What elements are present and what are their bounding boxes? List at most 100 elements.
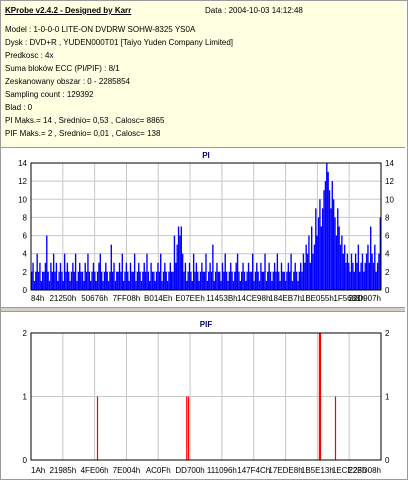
pi-bar (120, 271, 122, 290)
pi-bar (327, 172, 329, 290)
x-tick-label: 111096h (207, 466, 237, 475)
pi-bar (149, 280, 151, 290)
pi-bar (301, 271, 303, 290)
pi-bar (359, 271, 361, 290)
pi-bar (179, 235, 181, 290)
pi-bar (258, 280, 261, 290)
pi-bar (52, 253, 55, 290)
pi-bar (116, 271, 118, 290)
pi-bar (221, 262, 224, 290)
pif-chart-panel: PIF 0 0 1 1 2 2 1Ah 21985h 4FE06h 7E004h AC0Fh DD700… (1, 312, 405, 478)
pi-bar (173, 235, 176, 290)
pi-bar (353, 271, 355, 290)
pi-bar (118, 262, 121, 290)
y-tick-label-left: 0 (23, 286, 28, 295)
pi-bar (105, 262, 107, 290)
pi-bar (241, 271, 243, 290)
pi-bar (320, 226, 322, 290)
pi-bar (33, 280, 36, 290)
pi-bar (66, 262, 69, 290)
pi-bar (332, 199, 335, 290)
pi-bar (125, 262, 128, 290)
pi-bar (268, 262, 270, 290)
chart-separator (1, 307, 405, 312)
pi-bar (103, 271, 106, 290)
pi-bar (131, 271, 133, 290)
pi-bar (205, 253, 207, 290)
pi-bar (58, 271, 60, 290)
pi-bar (290, 253, 292, 290)
pi-bar (230, 262, 232, 290)
pi-bar (136, 271, 139, 290)
pi-bar (278, 271, 280, 290)
pi-bar (249, 271, 251, 290)
x-tick-label: 223D08h (349, 466, 381, 475)
pi-bar (338, 226, 340, 290)
pi-bar (305, 244, 307, 290)
scan-date: Data : 2004-10-03 14:12:48 (205, 6, 303, 15)
pi-bar (234, 271, 236, 290)
pi-bar (90, 280, 92, 290)
x-tick-label: 14CE98h (237, 294, 270, 303)
pi-bar (122, 280, 125, 290)
pi-bar (294, 262, 296, 290)
pi-bar (330, 208, 332, 290)
pi-bar (199, 271, 202, 290)
pi-bar (102, 280, 104, 290)
pi-bar (376, 262, 379, 290)
pi-bar (133, 253, 136, 290)
pi-bar (44, 262, 47, 290)
pi-bar (354, 253, 357, 290)
info-pi-stats: PI Maks.= 14 , Srednio= 0,53 , Calosc= 8… (5, 116, 165, 125)
pi-bar (37, 271, 40, 290)
pi-bar (61, 271, 63, 290)
pi-bar (238, 271, 240, 290)
pi-bar (227, 280, 229, 290)
y-tick-label-left: 14 (18, 159, 27, 168)
pi-bar (142, 271, 144, 290)
pi-bar (220, 280, 222, 290)
pi-bar (81, 271, 84, 290)
pi-bar (345, 262, 347, 290)
pi-bar (31, 271, 33, 290)
pi-bar (69, 280, 71, 290)
pi-bar (337, 208, 339, 290)
pi-bar (94, 271, 96, 290)
pi-bar (280, 262, 283, 290)
pi-bar (371, 253, 373, 290)
pi-bar (339, 244, 342, 290)
pi-bar (202, 271, 204, 290)
pi-bar (50, 262, 52, 290)
pi-bar (260, 262, 262, 290)
pi-bar (191, 280, 193, 290)
pi-bar (309, 262, 311, 290)
pi-bar (269, 271, 272, 290)
pi-bar (317, 217, 320, 290)
pi-bar (372, 262, 375, 290)
pi-bar (283, 271, 285, 290)
pi-bar (146, 253, 148, 290)
pi-bar (35, 271, 37, 290)
pi-bar (168, 271, 170, 290)
pi-bar (257, 271, 259, 290)
pi-bar (304, 262, 306, 290)
pi-bar (375, 271, 377, 290)
chart-title: PI (202, 151, 210, 160)
pi-bar (367, 244, 369, 290)
pi-bar (132, 271, 134, 290)
pi-bar (228, 271, 231, 290)
pi-bar (251, 253, 254, 290)
y-tick-label-right: 10 (385, 195, 394, 204)
pi-bar (96, 271, 99, 290)
pi-bar (245, 280, 247, 290)
pi-bar (231, 271, 233, 290)
pi-bar (171, 271, 173, 290)
pi-bar (88, 271, 91, 290)
pi-bar (87, 253, 89, 290)
pi-bar (128, 280, 130, 290)
pi-chart: PI 0 0 2 2 4 4 6 6 8 8 10 10 12 12 14 14 84h 21250h 50676h 7… (18, 151, 394, 303)
pi-bar (70, 271, 73, 290)
y-tick-label-right: 0 (385, 456, 390, 465)
pi-bar (77, 271, 80, 290)
pi-bar (62, 280, 64, 290)
